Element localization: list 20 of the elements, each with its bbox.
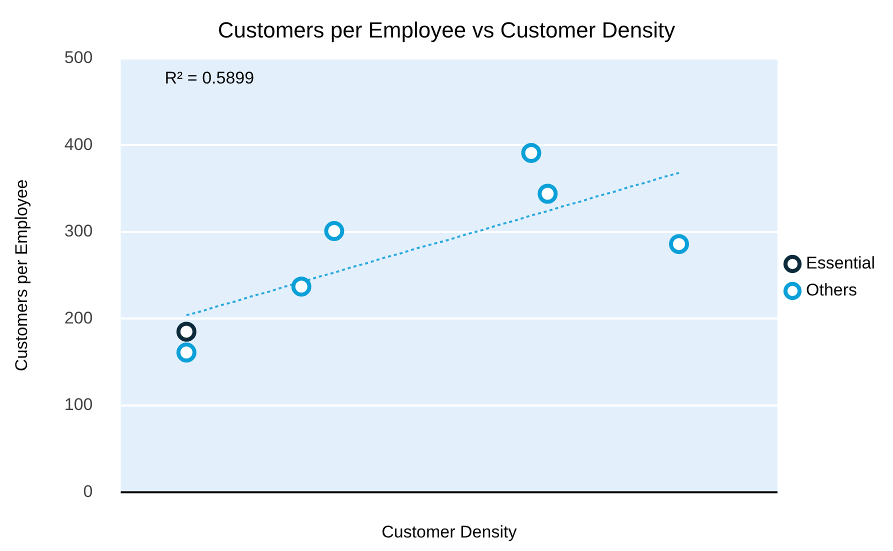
point	[521, 142, 542, 163]
legend-label: Essential	[806, 254, 876, 273]
point	[176, 342, 196, 363]
y-tick-label: 0	[83, 482, 93, 501]
y-tick-label: 400	[64, 134, 93, 154]
point	[176, 322, 196, 342]
y-tick-label: 200	[64, 308, 93, 328]
x-axis-title: Customer Density	[382, 522, 518, 542]
legend-label: Others	[806, 280, 858, 300]
y-tick-label: 300	[64, 222, 93, 241]
y-tick-label: 100	[64, 395, 93, 414]
point	[669, 234, 690, 254]
point	[324, 221, 344, 242]
point	[291, 276, 312, 297]
y-axis-title: Customers per Employee	[12, 179, 31, 372]
annotation: R² = 0.5899	[164, 68, 254, 88]
line-series	[185, 172, 680, 316]
chart-title: Customers per Employee vs Customer Density	[218, 17, 676, 42]
point	[538, 184, 558, 204]
y-tick-label: 500	[64, 48, 93, 68]
